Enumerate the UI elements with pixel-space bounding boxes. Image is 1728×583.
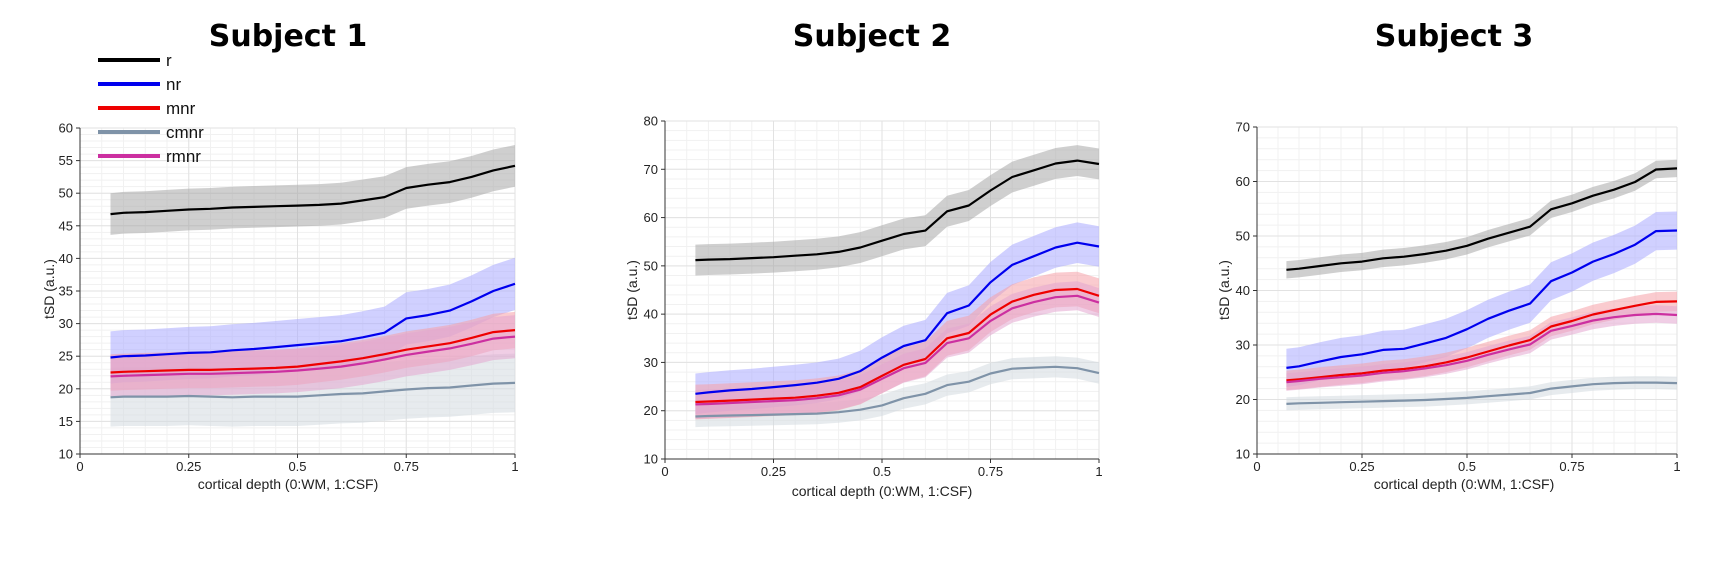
legend-label: cmnr (166, 123, 204, 142)
band-r (695, 145, 1099, 276)
y-tick-label: 60 (59, 121, 73, 136)
series-line-r (695, 159, 1100, 262)
y-tick-label: 50 (644, 258, 658, 273)
legend-item-r: r (98, 51, 172, 70)
y-axis-label: tSD (a.u.) (41, 259, 57, 319)
legend-item-rmnr: rmnr (98, 147, 201, 166)
y-axis-label: tSD (a.u.) (624, 260, 640, 320)
y-tick-label: 10 (644, 452, 658, 467)
series-line-rmnr (1286, 312, 1678, 384)
y-tick-label: 45 (59, 218, 73, 233)
chart-title: Subject 3 (1375, 19, 1534, 54)
y-tick-label: 30 (644, 355, 658, 370)
legend-label: mnr (166, 99, 196, 118)
x-axis-label: cortical depth (0:WM, 1:CSF) (198, 476, 379, 492)
band-nr (1286, 211, 1677, 387)
series-line-r (110, 164, 516, 216)
x-tick-label: 0.5 (873, 464, 891, 479)
y-tick-label: 40 (59, 251, 73, 266)
x-tick-label: 1 (1673, 459, 1680, 474)
chart-title: Subject 2 (793, 19, 952, 54)
band-r (1286, 159, 1677, 279)
y-tick-label: 50 (59, 186, 73, 201)
band-rmnr (1286, 305, 1677, 391)
y-tick-label: 70 (1236, 120, 1250, 135)
plot-area: 0 0.25 0.5 0.75 1 10 20 30 40 50 60 70 (1236, 120, 1681, 475)
y-tick-label: 60 (1236, 174, 1250, 189)
x-tick-label: 0.25 (1349, 459, 1374, 474)
band-r (110, 145, 515, 235)
series-line-nr (1286, 229, 1678, 369)
y-tick-label: 80 (644, 114, 658, 129)
x-tick-label: 0 (1253, 459, 1260, 474)
series-line-rmnr (695, 294, 1100, 406)
legend-label: r (166, 51, 172, 70)
x-axis-label: cortical depth (0:WM, 1:CSF) (792, 483, 973, 499)
x-tick-label: 0.5 (1458, 459, 1476, 474)
legend-item-cmnr: cmnr (98, 123, 204, 142)
y-tick-label: 20 (59, 381, 73, 396)
legend-label: rmnr (166, 147, 201, 166)
y-tick-label: 35 (59, 284, 73, 299)
band-nr (695, 222, 1099, 415)
legend: r nr mnr cmnr rmnr (98, 51, 204, 166)
series-line-mnr (1286, 300, 1678, 382)
y-tick-label: 30 (1236, 338, 1250, 353)
y-tick-label: 40 (644, 307, 658, 322)
y-tick-label: 60 (644, 210, 658, 225)
x-tick-label: 0.75 (394, 459, 419, 474)
y-tick-label: 25 (59, 349, 73, 364)
series-line-nr (110, 282, 516, 359)
x-tick-label: 0 (76, 459, 83, 474)
y-tick-label: 55 (59, 153, 73, 168)
series-line-cmnr (110, 381, 516, 399)
series-line-mnr (695, 287, 1100, 404)
x-tick-label: 0.25 (176, 459, 201, 474)
y-tick-label: 15 (59, 414, 73, 429)
y-tick-label: 50 (1236, 229, 1250, 244)
legend-item-mnr: mnr (98, 99, 196, 118)
series-line-rmnr (110, 335, 516, 378)
y-axis-label: tSD (a.u.) (1216, 260, 1232, 320)
panel-subject-1: 0 0.25 0.5 0.75 1 10 15 20 25 30 35 40 45 50 55 60 Subj… (41, 19, 519, 492)
x-tick-label: 0.5 (288, 459, 306, 474)
y-tick-label: 20 (644, 403, 658, 418)
legend-item-nr: nr (98, 75, 181, 94)
series-line-cmnr (695, 365, 1100, 418)
y-tick-label: 70 (644, 162, 658, 177)
x-tick-label: 1 (1095, 464, 1102, 479)
plot-area: 0 0.25 0.5 0.75 1 10 15 20 25 30 35 40 45 50 55 60 (59, 121, 519, 475)
y-tick-label: 20 (1236, 392, 1250, 407)
x-axis-label: cortical depth (0:WM, 1:CSF) (1374, 476, 1555, 492)
chart-title: Subject 1 (209, 19, 368, 54)
x-tick-label: 0.75 (978, 464, 1003, 479)
plot-area: 0 0.25 0.5 0.75 1 10 20 30 40 50 60 70 80 (644, 114, 1103, 480)
panel-subject-3: 0 0.25 0.5 0.75 1 10 20 30 40 50 60 70 Subject 3 co… (1216, 19, 1681, 492)
x-tick-label: 0 (661, 464, 668, 479)
x-tick-label: 1 (511, 459, 518, 474)
series-line-mnr (110, 329, 516, 374)
series-line-r (1286, 167, 1678, 271)
y-tick-label: 30 (59, 316, 73, 331)
band-rmnr (110, 315, 515, 398)
x-tick-label: 0.25 (761, 464, 786, 479)
series-line-cmnr (1286, 381, 1678, 405)
series-line-nr (695, 241, 1100, 395)
y-tick-label: 40 (1236, 283, 1250, 298)
legend-label: nr (166, 75, 181, 94)
y-tick-label: 10 (59, 447, 73, 462)
y-tick-label: 10 (1236, 447, 1250, 462)
x-tick-label: 0.75 (1559, 459, 1584, 474)
